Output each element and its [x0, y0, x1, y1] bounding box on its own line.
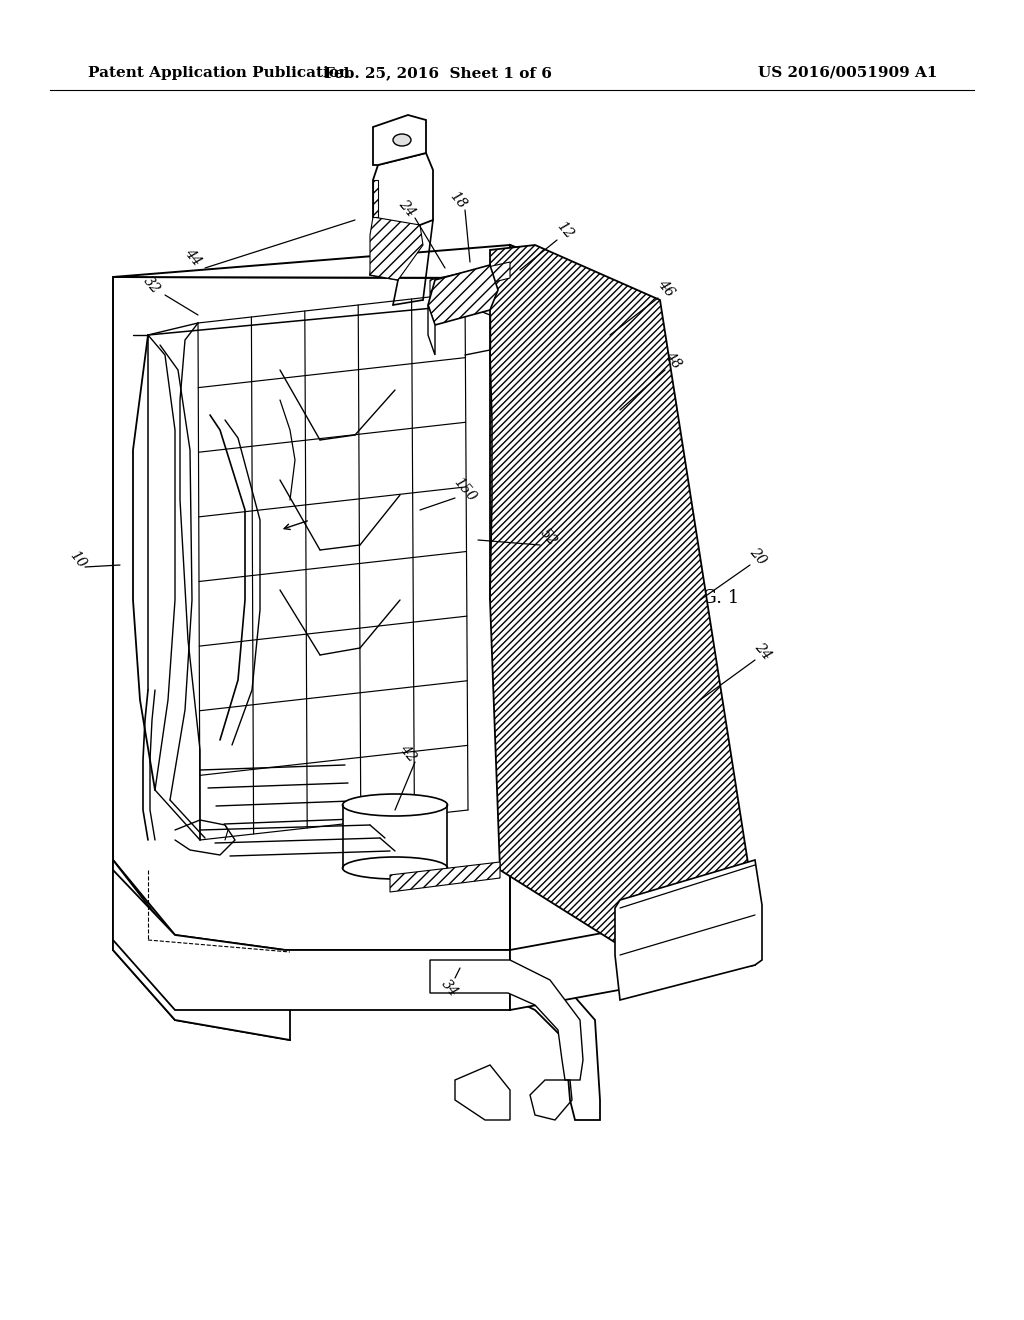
Ellipse shape [342, 795, 447, 816]
Polygon shape [113, 861, 290, 1040]
Text: 42: 42 [397, 742, 419, 764]
Polygon shape [113, 277, 510, 950]
Text: 20: 20 [746, 545, 769, 568]
Text: US 2016/0051909 A1: US 2016/0051909 A1 [759, 66, 938, 81]
Polygon shape [615, 861, 762, 1001]
Polygon shape [400, 958, 600, 1119]
Polygon shape [370, 216, 423, 280]
Text: 10: 10 [67, 549, 89, 572]
Text: 32: 32 [141, 273, 163, 296]
Polygon shape [373, 180, 378, 216]
Text: 44: 44 [182, 246, 204, 268]
Text: 18: 18 [446, 189, 469, 211]
Text: 48: 48 [662, 348, 684, 371]
Text: Feb. 25, 2016  Sheet 1 of 6: Feb. 25, 2016 Sheet 1 of 6 [324, 66, 552, 81]
Polygon shape [430, 960, 583, 1080]
Polygon shape [510, 906, 755, 1010]
Text: 46: 46 [655, 277, 677, 300]
Polygon shape [113, 246, 655, 400]
Polygon shape [348, 805, 442, 869]
Text: 12: 12 [554, 219, 577, 242]
Polygon shape [373, 115, 426, 165]
Text: 24: 24 [396, 197, 418, 219]
Ellipse shape [342, 857, 447, 879]
Polygon shape [428, 265, 498, 325]
Text: FIG. 1: FIG. 1 [683, 589, 739, 607]
Polygon shape [390, 862, 500, 892]
Polygon shape [113, 870, 510, 1010]
Polygon shape [373, 153, 433, 234]
Polygon shape [428, 305, 435, 355]
Polygon shape [430, 261, 510, 298]
Polygon shape [343, 805, 447, 869]
Polygon shape [113, 277, 510, 950]
Polygon shape [510, 246, 755, 950]
Text: 150: 150 [452, 475, 479, 504]
Ellipse shape [393, 135, 411, 147]
Text: 34: 34 [439, 977, 461, 999]
Text: 24: 24 [752, 640, 774, 663]
Text: Patent Application Publication: Patent Application Publication [88, 66, 350, 81]
Text: 52: 52 [537, 525, 559, 548]
Polygon shape [490, 246, 760, 954]
